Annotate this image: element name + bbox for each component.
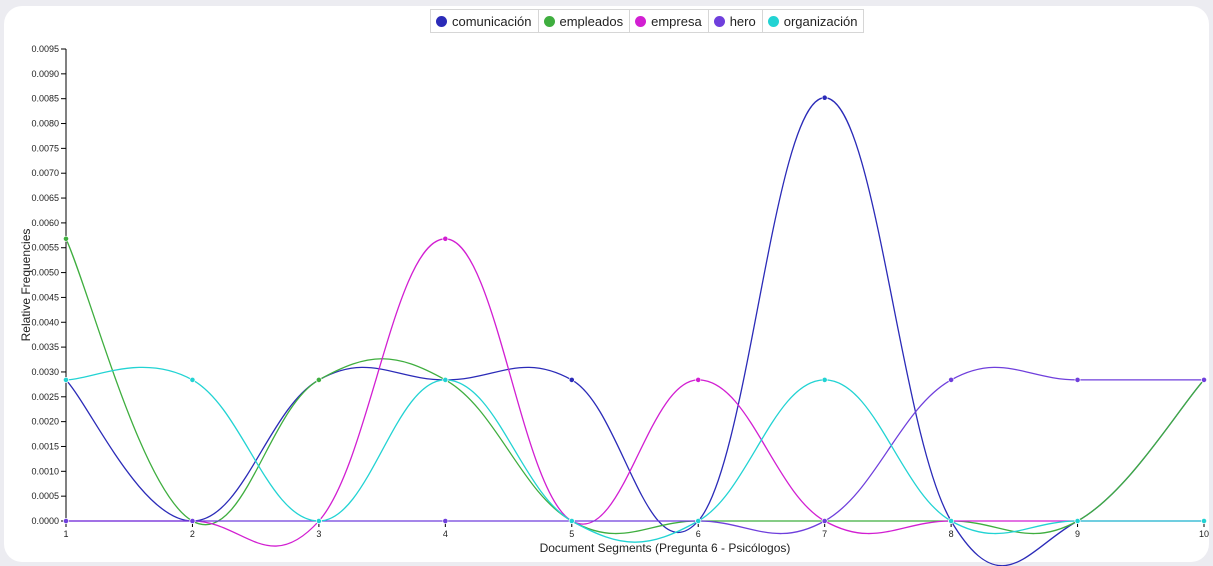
series-points [63,94,1207,524]
data-point[interactable] [948,518,955,524]
data-point[interactable] [442,376,449,383]
y-tick-label: 0.0030 [31,367,59,377]
legend-label: empresa [651,13,702,29]
y-tick-label: 0.0090 [31,69,59,79]
data-point[interactable] [1201,376,1207,383]
data-point[interactable] [821,94,828,101]
data-point[interactable] [442,518,449,524]
x-tick-label: 7 [822,529,827,539]
y-tick-label: 0.0055 [31,243,59,253]
legend-swatch-icon [713,15,725,27]
legend-item[interactable]: hero [709,10,763,32]
series-line-2 [65,238,1204,547]
legend-swatch-icon [436,15,447,27]
y-tick-label: 0.0040 [31,317,59,327]
y-tick-label: 0.0035 [31,342,59,352]
x-tick-label: 6 [696,529,701,539]
y-tick-label: 0.0085 [31,94,59,104]
x-axis: 1 2 3 4 5 6 7 8 9 10 [63,520,1209,539]
series-line-0 [65,97,1205,566]
y-tick-label: 0.0060 [31,218,59,228]
data-point[interactable] [63,235,69,242]
x-tick-label: 9 [1075,529,1080,539]
data-point[interactable] [821,376,828,383]
legend-swatch-icon [767,15,779,27]
data-point[interactable] [1074,518,1081,524]
x-tick-label: 5 [569,529,574,539]
y-tick-label: 0.0045 [31,292,59,302]
y-tick-label: 0.0015 [31,441,59,451]
legend-item[interactable]: comunicación [431,10,539,32]
y-tick-label: 0.0010 [31,466,59,476]
legend-swatch-icon [635,15,647,27]
y-tick-label: 0.0005 [31,491,59,501]
data-point[interactable] [63,376,69,383]
data-point[interactable] [315,518,322,524]
legend-label: organización [783,13,858,29]
y-tick-label: 0.0065 [31,193,59,203]
data-point[interactable] [1201,518,1207,524]
x-axis-label: Document Segments (Pregunta 6 - Psicólog… [540,541,791,555]
y-tick-label: 0.0020 [31,417,59,427]
legend-swatch-icon [543,15,555,27]
data-point[interactable] [948,376,955,383]
legend-item[interactable]: empleados [539,10,631,32]
x-tick-label: 2 [190,529,195,539]
legend-label: hero [729,13,756,29]
data-point[interactable] [695,376,702,383]
legend-label: empleados [559,13,624,29]
y-tick-label: 0.0095 [31,44,59,54]
x-tick-label: 8 [949,529,954,539]
y-axis-label: Relative Frequencies [19,229,33,342]
data-point[interactable] [189,376,196,383]
y-tick-label: 0.0050 [31,268,59,278]
x-tick-label: 1 [63,529,68,539]
data-point[interactable] [63,518,69,524]
x-tick-label: 4 [443,529,448,539]
chart-legend: comunicación empleados empresa hero organiza… [430,9,865,33]
y-tick-label: 0.0000 [31,516,59,526]
chart-panel [4,6,1209,562]
data-point[interactable] [568,518,575,524]
data-point[interactable] [821,518,828,524]
legend-label: comunicación [452,13,532,29]
data-point[interactable] [568,376,575,383]
data-point[interactable] [1074,376,1081,383]
x-tick-label: 3 [316,529,321,539]
data-point[interactable] [695,518,702,524]
legend-item[interactable]: organización [763,10,864,32]
series-line-3 [65,366,1204,535]
y-tick-label: 0.0080 [31,119,59,129]
data-point[interactable] [189,518,196,524]
data-point[interactable] [315,376,322,383]
data-point[interactable] [442,235,449,242]
series-lines [65,97,1205,566]
y-tick-label: 0.0075 [31,143,59,153]
legend-item[interactable]: empresa [630,10,709,32]
x-tick-label: 10 [1199,529,1209,539]
y-tick-label: 0.0025 [31,392,59,402]
y-tick-label: 0.0070 [31,168,59,178]
y-axis: 0.0000 0.0005 0.0010 0.0015 0.0020 0.0025 0.00… [31,44,67,526]
series-line-4 [65,366,1204,543]
